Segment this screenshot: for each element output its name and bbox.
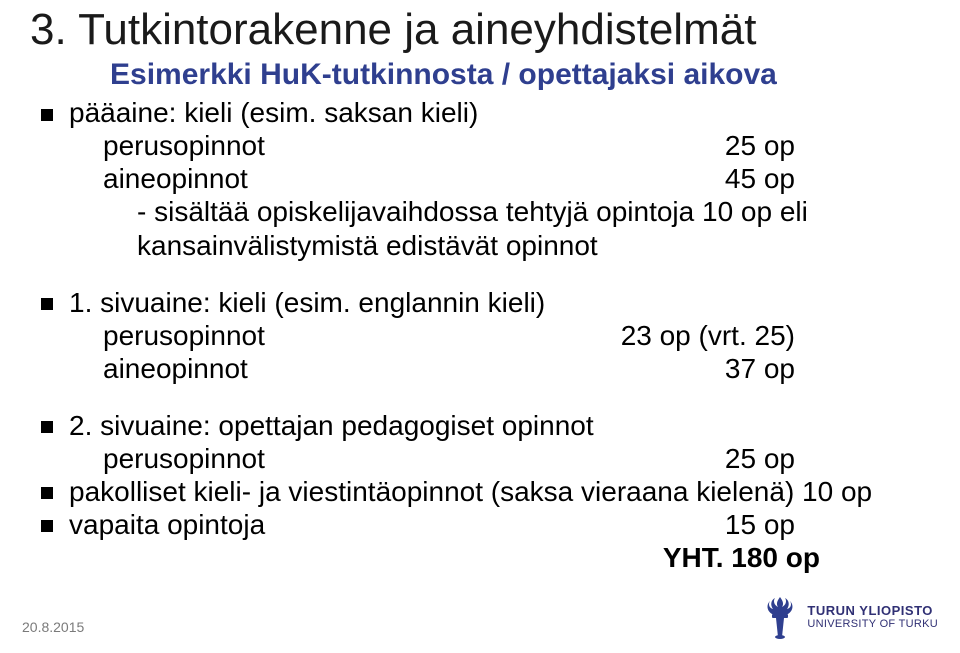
main-subject-row: aineopinnot 45 op: [103, 162, 940, 195]
elective-value: 15 op: [725, 508, 940, 541]
footer-date: 20.8.2015: [22, 619, 84, 635]
main-basic-row: perusopinnot 25 op: [103, 129, 940, 162]
minor1-basic-value: 23 op (vrt. 25): [621, 319, 940, 352]
minor2-basic-label: perusopinnot: [103, 442, 265, 475]
total-row: YHT. 180 op: [35, 541, 940, 574]
logo-line1: TURUN YLIOPISTO: [807, 604, 938, 618]
minor2-label: 2. sivuaine: opettajan pedagogiset opinn…: [69, 409, 940, 442]
torch-icon: [763, 595, 797, 639]
main-basic-label: perusopinnot: [103, 129, 265, 162]
main-note: - sisältää opiskelijavaihdossa tehtyjä o…: [103, 195, 940, 261]
logo-line2: UNIVERSITY OF TURKU: [807, 618, 938, 630]
main-subject-studies-label: aineopinnot: [103, 162, 248, 195]
main-subject-item: pääaine: kieli (esim. saksan kieli) peru…: [35, 96, 940, 261]
minor1-subject-value: 37 op: [725, 352, 940, 385]
minor1-label: 1. sivuaine: kieli (esim. englannin kiel…: [69, 286, 940, 319]
minor1-subject-label: aineopinnot: [103, 352, 248, 385]
slide-subtitle: Esimerkki HuK-tutkinnosta / opettajaksi …: [110, 58, 940, 92]
mandatory-label: pakolliset kieli- ja viestintäopinnot (s…: [69, 475, 940, 508]
university-logo: TURUN YLIOPISTO UNIVERSITY OF TURKU: [763, 595, 938, 639]
main-subject-label: pääaine: kieli (esim. saksan kieli): [69, 96, 940, 129]
elective-item: vapaita opintoja 15 op: [35, 508, 940, 541]
minor1-subject-row: aineopinnot 37 op: [103, 352, 940, 385]
minor2-item: 2. sivuaine: opettajan pedagogiset opinn…: [35, 409, 940, 475]
minor1-basic-row: perusopinnot 23 op (vrt. 25): [103, 319, 940, 352]
elective-row: vapaita opintoja 15 op: [69, 508, 940, 541]
total-value: YHT. 180 op: [663, 541, 940, 574]
minor2-basic-row: perusopinnot 25 op: [103, 442, 940, 475]
elective-label: vapaita opintoja: [69, 508, 265, 541]
mandatory-item: pakolliset kieli- ja viestintäopinnot (s…: [35, 475, 940, 508]
slide-body: pääaine: kieli (esim. saksan kieli) peru…: [35, 96, 940, 573]
slide: 3. Tutkintorakenne ja aineyhdistelmät Es…: [0, 0, 960, 653]
slide-title: 3. Tutkintorakenne ja aineyhdistelmät: [30, 0, 940, 54]
minor1-basic-label: perusopinnot: [103, 319, 265, 352]
main-basic-value: 25 op: [725, 129, 940, 162]
minor1-item: 1. sivuaine: kieli (esim. englannin kiel…: [35, 286, 940, 385]
minor2-basic-value: 25 op: [725, 442, 940, 475]
main-subject-studies-value: 45 op: [725, 162, 940, 195]
logo-text: TURUN YLIOPISTO UNIVERSITY OF TURKU: [807, 604, 938, 630]
